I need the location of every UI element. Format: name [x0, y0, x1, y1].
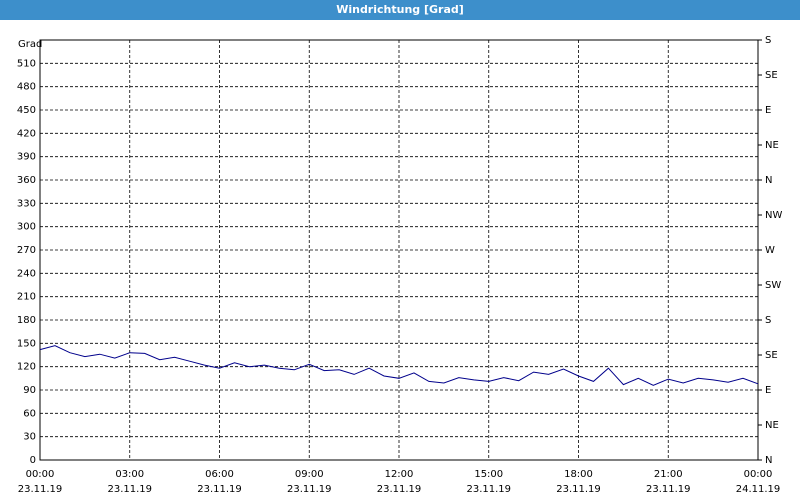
y-tick-label: 420	[17, 128, 36, 139]
y-tick-label: 330	[17, 198, 36, 209]
y2-tick-label: N	[765, 455, 772, 466]
y2-tick-label: S	[765, 35, 771, 46]
y-tick-label: 360	[17, 175, 36, 186]
chart-title: Windrichtung [Grad]	[336, 3, 464, 16]
y-tick-label: 240	[17, 268, 36, 279]
x-tick-date: 24.11.19	[736, 484, 781, 495]
y-tick-label: 150	[17, 338, 36, 349]
title-bar	[0, 0, 800, 20]
y2-tick-label: NE	[765, 140, 779, 151]
x-tick-label: 00:00	[26, 469, 55, 480]
x-tick-date: 23.11.19	[556, 484, 601, 495]
y2-tick-label: S	[765, 315, 771, 326]
y-tick-label: 90	[23, 385, 36, 396]
x-tick-label: 03:00	[115, 469, 144, 480]
x-tick-label: 21:00	[654, 469, 683, 480]
y-tick-label: 450	[17, 105, 36, 116]
y-tick-label: 270	[17, 245, 36, 256]
y2-tick-label: SE	[765, 350, 778, 361]
x-tick-date: 23.11.19	[377, 484, 422, 495]
x-tick-label: 18:00	[564, 469, 593, 480]
x-tick-label: 12:00	[385, 469, 414, 480]
y-tick-label: 60	[23, 408, 36, 419]
x-tick-date: 23.11.19	[107, 484, 152, 495]
data-line	[39, 345, 759, 386]
y-tick-label: 180	[17, 315, 36, 326]
y2-tick-label: W	[765, 245, 775, 256]
y2-tick-label: E	[765, 105, 771, 116]
x-tick-date: 23.11.19	[466, 484, 511, 495]
y2-tick-label: SE	[765, 70, 778, 81]
y2-tick-label: NW	[765, 210, 782, 221]
x-tick-date: 23.11.19	[287, 484, 332, 495]
y-axis-label: Grad	[18, 39, 42, 50]
x-tick-label: 06:00	[205, 469, 234, 480]
x-tick-date: 23.11.19	[646, 484, 691, 495]
x-tick-label: 00:00	[744, 469, 773, 480]
y2-tick-label: NE	[765, 420, 779, 431]
y-tick-label: 0	[30, 455, 36, 466]
y-tick-label: 30	[23, 432, 36, 443]
y-tick-label: 510	[17, 58, 36, 69]
y-tick-label: 390	[17, 152, 36, 163]
y-tick-label: 300	[17, 222, 36, 233]
y-tick-label: 210	[17, 292, 36, 303]
y2-tick-label: E	[765, 385, 771, 396]
y2-tick-label: N	[765, 175, 772, 186]
x-tick-date: 23.11.19	[18, 484, 63, 495]
y-tick-label: 480	[17, 82, 36, 93]
y2-tick-label: SW	[765, 280, 781, 291]
y-tick-label: 120	[17, 362, 36, 373]
x-tick-label: 15:00	[474, 469, 503, 480]
x-tick-date: 23.11.19	[197, 484, 242, 495]
x-tick-label: 09:00	[295, 469, 324, 480]
